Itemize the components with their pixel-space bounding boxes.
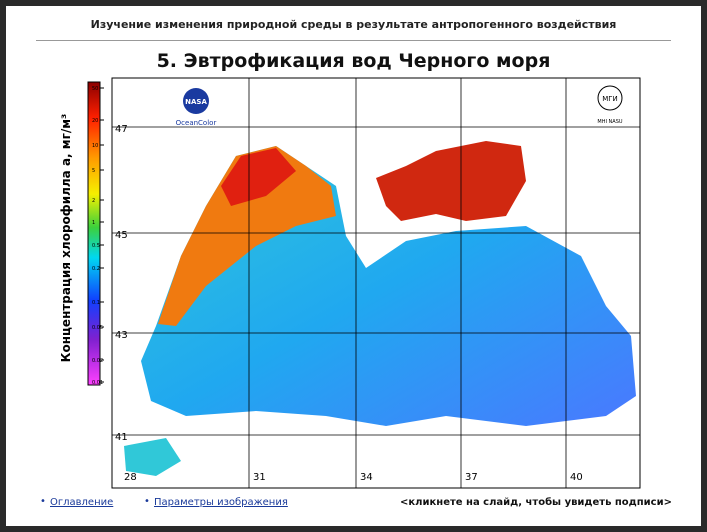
bullet: • [40, 496, 46, 507]
mhi-logo [597, 85, 623, 111]
colorbar-tick-label: 2 [92, 198, 95, 204]
nasa-logo-text: NASA [185, 98, 207, 106]
colorbar-tick-label: 50 [92, 86, 98, 92]
divider [36, 40, 671, 41]
colorbar-tick-label: 20 [92, 118, 98, 124]
colorbar-tick-label: 5 [92, 168, 95, 174]
colorbar-tick-label: 0.1 [92, 300, 100, 306]
mhi-logo-text: МГИ [602, 95, 618, 103]
lon-label: 40 [570, 472, 583, 483]
bullet: • [144, 496, 150, 507]
lon-label: 34 [360, 472, 373, 483]
nw-shelf-bloom [158, 146, 336, 326]
header-text: Изучение изменения природной среды в рез… [90, 18, 617, 31]
slide-title: 5. Эвтрофикация вод Черного моря [156, 50, 551, 72]
lon-label: 37 [465, 472, 478, 483]
graticule [112, 78, 640, 488]
azov-sea [376, 141, 526, 221]
colorbar-label: Концентрация хлорофилла а, мг/м³ [59, 114, 73, 363]
colorbar-tick-label: 0.01 [92, 380, 103, 386]
lon-label: 28 [124, 472, 137, 483]
nasa-logo [183, 88, 209, 114]
link-image-params[interactable]: Параметры изображения [154, 497, 288, 508]
lat-label: 43 [115, 330, 128, 341]
colorbar-tick-label: 10 [92, 143, 98, 149]
lat-label: 47 [115, 124, 128, 135]
colorbar-tick-label: 0.5 [92, 243, 100, 249]
lat-label: 45 [115, 230, 128, 241]
slide[interactable]: Изучение изменения природной среды в рез… [6, 6, 701, 526]
colorbar [87, 81, 101, 386]
link-contents[interactable]: Оглавление [50, 497, 114, 508]
colorbar-tick-label: 0.02 [92, 358, 103, 364]
marmara-sea [124, 438, 181, 476]
map-figure: NASA OceanColor МГИ MHI NASU Концентраци… [59, 77, 641, 489]
nasa-caption: OceanColor [176, 119, 217, 127]
hint-text: <кликнете на слайд, чтобы увидеть подпис… [400, 497, 672, 508]
lon-label: 31 [253, 472, 266, 483]
nw-shelf-bloom-core [221, 148, 296, 206]
colorbar-tick-label: 1 [92, 220, 95, 226]
colorbar-tick-label: 0.05 [92, 325, 103, 331]
colorbar-tick-label: 0.2 [92, 266, 100, 272]
mhi-caption: MHI NASU [597, 119, 622, 125]
lat-label: 41 [115, 432, 128, 443]
